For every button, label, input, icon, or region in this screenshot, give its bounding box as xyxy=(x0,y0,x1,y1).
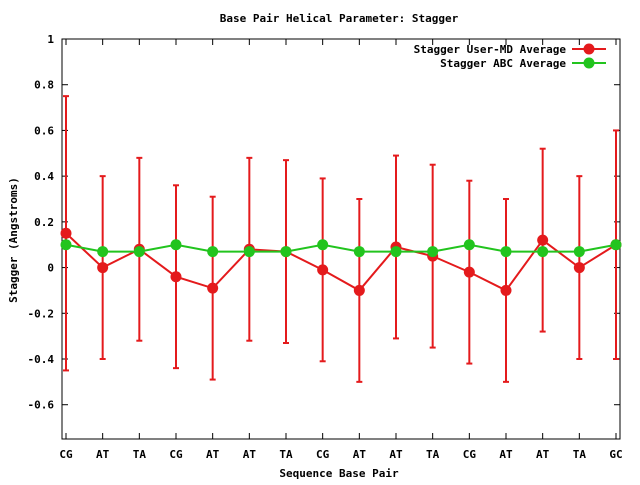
y-tick-label: -0.2 xyxy=(28,307,55,320)
data-point xyxy=(317,239,329,251)
legend-marker xyxy=(583,43,595,55)
x-tick-label: AT xyxy=(353,448,367,461)
plot-area: -0.6 -0.4 -0.2 0 0.2 0.4 0.6 0.8 1 CG AT TA CG AT AT TA… xyxy=(28,33,623,461)
y-tick-label: 0.6 xyxy=(34,124,54,137)
x-tick-label: AT xyxy=(389,448,403,461)
x-tick-label: CG xyxy=(463,448,477,461)
data-point xyxy=(390,246,402,258)
data-point xyxy=(133,246,145,258)
data-point xyxy=(97,262,109,274)
data-point xyxy=(207,246,219,258)
data-point xyxy=(500,246,512,258)
x-tick-label: TA xyxy=(133,448,147,461)
data-point xyxy=(280,246,292,258)
data-point xyxy=(573,246,585,258)
x-tick-label: AT xyxy=(243,448,257,461)
chart-title: Base Pair Helical Parameter: Stagger xyxy=(220,12,459,25)
data-point xyxy=(243,246,255,258)
series-line xyxy=(65,243,617,253)
data-point xyxy=(500,284,512,296)
data-point xyxy=(353,284,365,296)
y-axis-title: Stagger (Angstroms) xyxy=(7,177,20,303)
y-tick-label: -0.6 xyxy=(28,399,55,412)
data-point xyxy=(60,227,72,239)
data-point xyxy=(317,264,329,276)
data-point xyxy=(170,239,182,251)
x-tick-label: CG xyxy=(316,448,330,461)
x-tick-label: AT xyxy=(96,448,110,461)
x-tick-label: TA xyxy=(279,448,293,461)
data-point xyxy=(537,234,549,246)
data-point xyxy=(353,246,365,258)
y-tick-label: 1 xyxy=(47,33,54,46)
data-point xyxy=(427,246,439,258)
legend-label: Stagger User-MD Average xyxy=(414,43,567,56)
x-axis-title: Sequence Base Pair xyxy=(279,467,399,480)
legend-marker xyxy=(583,57,595,69)
y-tick-label: 0.8 xyxy=(34,79,54,92)
x-tick-label: CG xyxy=(59,448,73,461)
y-tick-label: -0.4 xyxy=(28,353,55,366)
x-tick-label: AT xyxy=(499,448,513,461)
x-tick-label: TA xyxy=(426,448,440,461)
data-point xyxy=(610,239,622,251)
plot-frame xyxy=(61,38,621,440)
data-point xyxy=(170,271,182,283)
data-point xyxy=(463,239,475,251)
data-point xyxy=(463,266,475,278)
x-tick-label: CG xyxy=(169,448,183,461)
data-point xyxy=(97,246,109,258)
x-tick-label: AT xyxy=(206,448,220,461)
legend-label: Stagger ABC Average xyxy=(440,57,566,70)
series-2 xyxy=(60,239,622,258)
series-line xyxy=(65,232,617,292)
data-point xyxy=(207,282,219,294)
y-tick-label: 0.2 xyxy=(34,216,54,229)
y-tick-label: 0 xyxy=(47,262,54,275)
y-tick-label: 0.4 xyxy=(34,170,54,183)
x-tick-label: GC xyxy=(609,448,622,461)
data-point xyxy=(573,262,585,274)
data-point xyxy=(537,246,549,258)
series-1 xyxy=(60,95,622,383)
x-tick-label: TA xyxy=(573,448,587,461)
data-point xyxy=(60,239,72,251)
x-tick-label: AT xyxy=(536,448,550,461)
